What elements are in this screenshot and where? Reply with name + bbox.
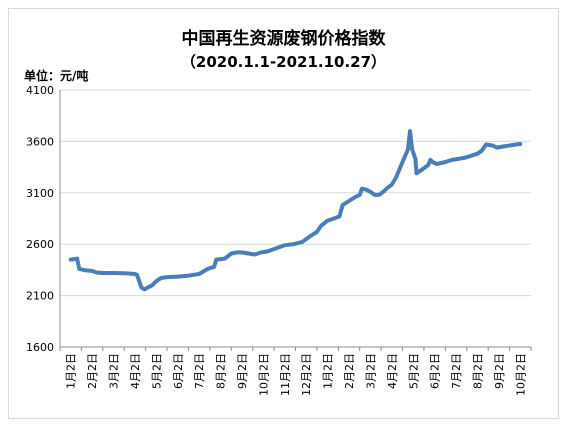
x-tick-label: 12月2日 [300,353,313,396]
x-tick-label: 11月2日 [279,353,292,396]
x-tick-label: 1月2日 [322,353,335,389]
x-tick-label: 4月2日 [129,353,142,389]
x-tick-label: 6月2日 [172,353,185,389]
y-tick-label: 2100 [26,290,54,303]
x-tick-label: 10月2日 [514,353,527,396]
x-tick-label: 7月2日 [450,353,463,389]
x-tick-label: 8月2日 [471,353,484,389]
x-tick-label: 3月2日 [364,353,377,389]
x-tick-label: 3月2日 [108,353,121,389]
x-tick-label: 1月2日 [65,353,78,389]
y-tick-label: 3100 [26,187,54,200]
y-tick-label: 3600 [26,135,54,148]
x-tick-label: 5月2日 [407,353,420,389]
y-tick-label: 2600 [26,238,54,251]
y-tick-label: 4100 [26,84,54,97]
x-tick-label: 2月2日 [86,353,99,389]
x-tick-label: 9月2日 [493,353,506,389]
x-tick-label: 8月2日 [215,353,228,389]
chart-title: 中国再生资源废钢价格指数 [181,29,386,49]
y-tick-label: 1600 [26,341,54,354]
x-tick-label: 5月2日 [150,353,163,389]
x-tick-label: 9月2日 [236,353,249,389]
series-line [68,129,523,292]
x-tick-label: 7月2日 [193,353,206,389]
x-tick-label: 2月2日 [343,353,356,389]
x-tick-label: 10月2日 [257,353,270,396]
x-tick-label: 4月2日 [386,353,399,389]
chart-subtitle: （2020.1.1-2021.10.27） [180,53,387,71]
unit-label: 单位：元/吨 [24,69,89,83]
x-tick-label: 6月2日 [429,353,442,389]
